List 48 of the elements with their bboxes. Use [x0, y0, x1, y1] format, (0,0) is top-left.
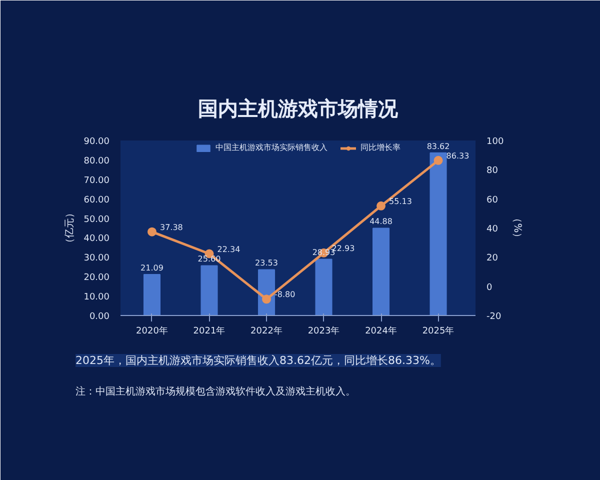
- x-tick-label: 2024年: [365, 326, 397, 336]
- data-label: 83.62: [426, 142, 450, 151]
- data-label: 21.09: [140, 263, 164, 272]
- bar: [315, 258, 332, 316]
- legend-label: 同比增长率: [360, 142, 400, 153]
- y2-tick-label: 60: [486, 195, 498, 206]
- y-tick-label: 20.00: [84, 273, 110, 284]
- point: [376, 201, 386, 210]
- data-label: 44.88: [370, 217, 392, 226]
- legend-label: 中国主机游戏市场实际销售收入: [216, 142, 328, 153]
- x-tick-label: 2025年: [422, 326, 454, 336]
- x-tick-label: 2020年: [136, 326, 168, 336]
- point: [147, 227, 156, 236]
- y2-tick-label: -20: [486, 312, 502, 322]
- x-tick-label: 2023年: [308, 326, 340, 336]
- y2-axis-title: （%）: [512, 213, 523, 243]
- y2-tick-label: 100: [486, 137, 504, 147]
- bar: [143, 274, 161, 316]
- y-tick-label: 60.00: [84, 195, 110, 206]
- data-label: -8.80: [274, 290, 296, 300]
- bar: [430, 152, 447, 316]
- x-tick-label: 2022年: [250, 326, 282, 336]
- text: 注：中国主机游戏市场规模包含游戏软件收入及游戏主机收入。: [76, 386, 356, 398]
- data-label: 22.34: [217, 244, 240, 254]
- y2-tick-label: 20: [486, 254, 498, 264]
- y-tick-label: 90.00: [84, 137, 110, 147]
- data-label: 86.33: [446, 151, 470, 160]
- y-tick-label: 70.00: [84, 176, 110, 186]
- data-label: 37.38: [160, 222, 183, 232]
- y2-tick-label: 80: [486, 166, 498, 176]
- x-tick-label: 2021年: [193, 326, 226, 336]
- bar: [200, 265, 218, 316]
- data-label: 23.53: [255, 258, 278, 268]
- y-tick-label: 80.00: [84, 156, 110, 166]
- y-axis-title: （亿元）: [64, 208, 76, 248]
- y-tick-label: 10.00: [84, 292, 110, 303]
- y-tick-label: 40.00: [84, 234, 110, 244]
- y2-tick-label: 0: [486, 282, 492, 293]
- chart-title: 国内主机游戏市场情况: [198, 96, 399, 120]
- text: 2025年，国内主机游戏市场实际销售收入83.62亿元，同比增长86.33%。: [76, 354, 441, 367]
- data-label: 55.13: [389, 196, 412, 206]
- y2-tick-label: 40: [486, 224, 498, 234]
- point: [262, 294, 272, 304]
- y-tick-label: 50.00: [84, 214, 110, 225]
- y-tick-label: 0.00: [89, 312, 110, 322]
- bar: [372, 228, 390, 316]
- y-tick-label: 30.00: [84, 254, 110, 264]
- point: [434, 156, 443, 165]
